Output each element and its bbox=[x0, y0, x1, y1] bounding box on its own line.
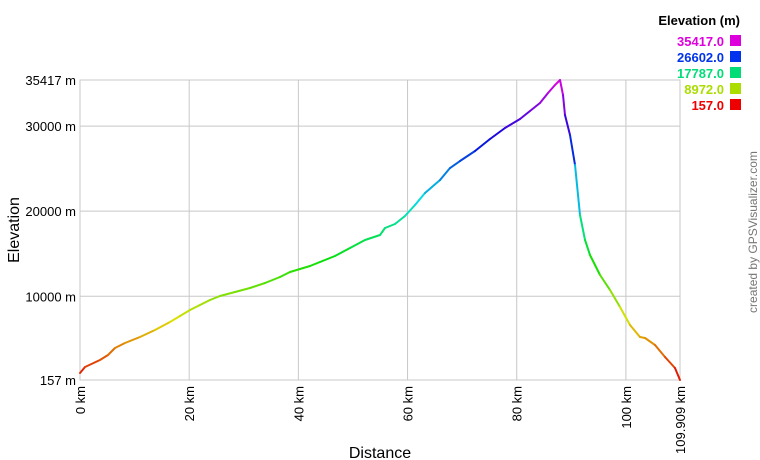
elevation-segment bbox=[519, 110, 531, 121]
elevation-segment bbox=[333, 247, 352, 258]
y-tick-label: 30000 m bbox=[25, 119, 76, 134]
elevation-segment bbox=[233, 287, 251, 293]
legend-entry-label: 8972.0 bbox=[684, 82, 724, 97]
legend-swatch bbox=[730, 99, 741, 110]
elevation-segment bbox=[673, 367, 681, 381]
y-axis-label: Elevation bbox=[6, 197, 23, 263]
elevation-segment bbox=[349, 238, 367, 250]
elevation-segment bbox=[538, 92, 550, 105]
elevation-segment bbox=[547, 84, 556, 95]
legend-entry-label: 17787.0 bbox=[677, 66, 724, 81]
elevation-segment bbox=[107, 347, 116, 357]
elevation-segment bbox=[279, 270, 292, 278]
elevation-segment bbox=[588, 253, 602, 276]
elevation-segment bbox=[403, 204, 417, 218]
elevation-segment bbox=[393, 215, 406, 226]
elevation-segment bbox=[219, 290, 236, 297]
elevation-line bbox=[79, 79, 681, 381]
elevation-segment bbox=[562, 94, 566, 117]
x-tick-label: 109.909 km bbox=[673, 386, 688, 454]
legend-title: Elevation (m) bbox=[658, 13, 740, 28]
legend-swatch bbox=[730, 83, 741, 94]
x-tick-label: 60 km bbox=[401, 386, 416, 421]
elevation-segment bbox=[629, 324, 641, 338]
tick-labels: 0 km 20 km 40 km 60 km 80 km 100 km 109.909 km… bbox=[25, 73, 688, 454]
legend-swatch bbox=[730, 35, 741, 46]
elevation-segment bbox=[503, 118, 522, 130]
elevation-segment bbox=[619, 305, 632, 327]
legend-entry-label: 35417.0 bbox=[677, 34, 724, 49]
grid bbox=[79, 79, 681, 381]
x-tick-label: 20 km bbox=[182, 386, 197, 421]
elevation-segment bbox=[379, 227, 386, 237]
elevation-segment bbox=[154, 320, 172, 331]
elevation-segment bbox=[248, 281, 267, 290]
elevation-segment bbox=[584, 238, 591, 256]
elevation-segment bbox=[489, 127, 506, 141]
elevation-segment bbox=[474, 138, 492, 153]
y-tick-label: 10000 m bbox=[25, 289, 76, 304]
elevation-segment bbox=[383, 223, 396, 230]
elevation-segment bbox=[123, 335, 141, 344]
elevation-segment bbox=[169, 315, 182, 323]
x-tick-label: 0 km bbox=[73, 386, 88, 414]
elevation-segment bbox=[424, 179, 442, 195]
elevation-segment bbox=[574, 164, 581, 216]
elevation-segment bbox=[654, 343, 666, 359]
elevation-segment bbox=[308, 260, 321, 267]
elevation-segment bbox=[459, 150, 477, 163]
elevation-segment bbox=[299, 264, 311, 271]
y-tick-label: 35417 m bbox=[25, 73, 76, 88]
legend-swatch bbox=[730, 51, 741, 62]
elevation-segment bbox=[198, 298, 211, 306]
elevation-segment bbox=[663, 356, 676, 370]
elevation-segment bbox=[449, 160, 462, 170]
elevation-segment bbox=[84, 358, 101, 368]
elevation-segment bbox=[98, 354, 110, 361]
elevation-segment bbox=[289, 268, 302, 273]
elevation-segment bbox=[563, 114, 572, 137]
credit-text[interactable]: created by GPSVisualizer.com bbox=[746, 151, 760, 313]
legend-entry-label: 157.0 bbox=[691, 98, 724, 113]
elevation-segment bbox=[559, 79, 565, 96]
x-tick-label: 100 km bbox=[619, 386, 634, 429]
elevation-segment bbox=[644, 337, 657, 346]
elevation-segment bbox=[79, 365, 87, 374]
plot-border bbox=[79, 79, 681, 381]
elevation-segment bbox=[318, 255, 336, 263]
elevation-segment bbox=[609, 289, 622, 308]
y-tick-label: 157 m bbox=[40, 373, 76, 388]
elevation-segment bbox=[569, 134, 577, 167]
elevation-segment bbox=[439, 167, 452, 182]
elevation-segment bbox=[528, 102, 541, 113]
elevation-segment bbox=[414, 192, 427, 207]
legend-swatch bbox=[730, 67, 741, 78]
x-tick-label: 80 km bbox=[510, 386, 525, 421]
elevation-segment bbox=[179, 309, 192, 318]
elevation-segment bbox=[113, 341, 126, 350]
x-axis-label: Distance bbox=[349, 445, 411, 460]
legend-entry-label: 26602.0 bbox=[677, 50, 724, 65]
elevation-segment bbox=[208, 294, 222, 301]
elevation-segment bbox=[264, 275, 282, 284]
elevation-segment bbox=[599, 274, 612, 291]
elevation-segment bbox=[364, 234, 382, 241]
x-tick-label: 40 km bbox=[291, 386, 306, 421]
y-tick-label: 20000 m bbox=[25, 204, 76, 219]
elevation-segment bbox=[138, 328, 157, 338]
elevation-segment bbox=[578, 214, 587, 241]
elevation-segment bbox=[189, 304, 201, 312]
